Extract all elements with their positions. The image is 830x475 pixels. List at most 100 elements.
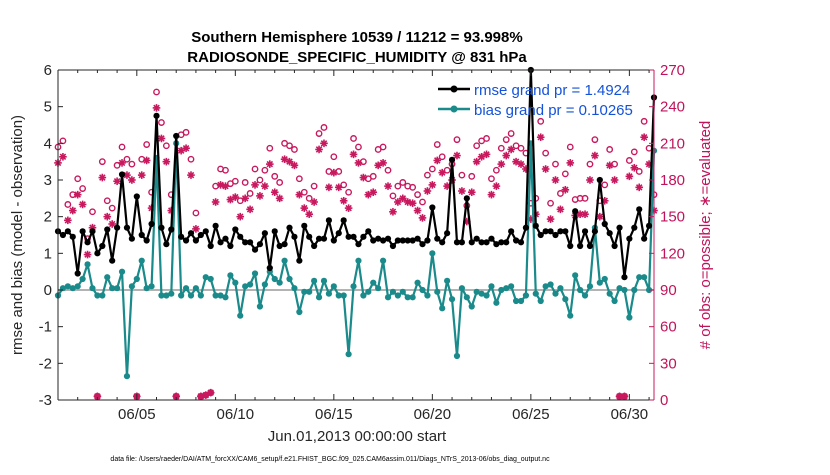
rmse-point xyxy=(557,228,564,235)
rmse-point xyxy=(429,204,436,211)
rmse-point xyxy=(118,171,126,178)
rmse-point xyxy=(84,239,91,246)
bias-point xyxy=(178,292,185,299)
obs-possible-marker xyxy=(305,194,313,202)
bias-point xyxy=(286,275,293,283)
bias-point xyxy=(237,312,244,319)
obs-evaluated-stroke xyxy=(261,182,269,190)
rmse-point xyxy=(330,237,337,244)
obs-possible-marker xyxy=(542,149,550,157)
obs-possible-marker xyxy=(389,192,397,200)
bias-point xyxy=(463,294,470,301)
bias-point xyxy=(581,292,589,299)
obs-possible-marker xyxy=(182,128,190,136)
bias-point xyxy=(389,288,397,295)
obs-evaluated-marker xyxy=(472,157,481,166)
obs-possible-marker xyxy=(266,144,274,152)
bias-point xyxy=(532,290,539,297)
rmse-point xyxy=(340,217,347,224)
obs-evaluated-stroke xyxy=(611,176,618,184)
bias-point xyxy=(340,292,347,299)
bias-point xyxy=(434,288,441,295)
y-axis-label: rmse and bias (model - observation) xyxy=(9,115,26,355)
bias-point xyxy=(311,277,318,284)
bias-point xyxy=(94,292,101,299)
obs-evaluated-stroke xyxy=(69,207,77,214)
bias-point xyxy=(64,283,71,290)
obs-possible-marker xyxy=(399,179,407,186)
obs-evaluated-marker xyxy=(93,392,102,401)
obs-evaluated-marker xyxy=(398,194,407,203)
obs-evaluated-marker xyxy=(78,200,87,209)
bias-point xyxy=(384,294,392,301)
obs-evaluated-marker xyxy=(394,198,402,206)
legend-bias-label: bias grand pr = 0.10265 xyxy=(474,102,633,119)
obs-evaluated-stroke xyxy=(301,204,308,212)
rmse-point xyxy=(187,230,195,237)
obs-evaluated-stroke xyxy=(517,160,525,168)
obs-evaluated-marker xyxy=(517,160,525,168)
rmse-point xyxy=(202,228,209,235)
obs-evaluated-stroke xyxy=(621,393,628,400)
obs-evaluated-marker xyxy=(59,152,67,161)
rmse-point xyxy=(99,242,106,250)
bias-point xyxy=(414,279,421,286)
legend: rmse grand pr = 1.4924 bias grand pr = 0… xyxy=(438,82,633,119)
bias-point xyxy=(409,294,416,301)
rmse-point xyxy=(315,235,323,242)
obs-possible-marker xyxy=(601,181,609,189)
bias-point xyxy=(586,283,594,290)
bias-point xyxy=(424,292,431,299)
rmse-point xyxy=(207,242,214,250)
obs-evaluated-stroke xyxy=(581,210,589,218)
y-right-tick-label: 150 xyxy=(660,209,685,226)
obs-possible-marker xyxy=(566,143,574,151)
bias-point xyxy=(202,274,209,281)
bias-point xyxy=(606,290,613,297)
bias-point xyxy=(517,297,525,305)
bias-point xyxy=(567,312,574,319)
bias-point xyxy=(399,288,406,295)
obs-possible-marker xyxy=(118,143,126,151)
obs-evaluated-stroke xyxy=(158,135,165,142)
obs-evaluated-stroke xyxy=(266,160,274,168)
rmse-point xyxy=(355,241,362,248)
bias-point xyxy=(483,292,490,299)
obs-evaluated-stroke xyxy=(453,152,461,159)
rmse-point xyxy=(320,235,328,242)
bias-point xyxy=(158,292,165,299)
obs-possible-marker xyxy=(458,171,466,179)
bias-point xyxy=(123,373,131,380)
obs-evaluated-stroke xyxy=(488,191,495,198)
obs-possible-marker xyxy=(261,166,269,174)
obs-evaluated-stroke xyxy=(79,201,86,208)
obs-possible-marker xyxy=(123,155,131,163)
obs-possible-marker xyxy=(79,185,87,192)
obs-evaluated-stroke xyxy=(128,176,136,184)
obs-evaluated-stroke xyxy=(586,176,594,184)
rmse-point xyxy=(89,228,96,235)
obs-evaluated-stroke xyxy=(94,393,101,400)
obs-possible-marker xyxy=(128,160,136,168)
rmse-point xyxy=(434,235,441,242)
bias-point xyxy=(493,299,500,306)
obs-evaluated-stroke xyxy=(429,181,436,189)
obs-evaluated-stroke xyxy=(468,188,476,196)
obs-possible-marker xyxy=(625,157,633,164)
obs-evaluated-marker xyxy=(389,207,397,216)
obs-evaluated-marker xyxy=(467,188,476,197)
bias-point xyxy=(335,292,342,299)
bias-point xyxy=(444,277,451,284)
bias-point xyxy=(281,257,288,264)
rmse-point xyxy=(508,228,515,235)
bias-point xyxy=(251,270,259,277)
obs-evaluated-marker xyxy=(507,145,515,154)
y-tick-label: -1 xyxy=(39,319,52,336)
bias-point xyxy=(503,285,510,292)
obs-evaluated-marker xyxy=(251,181,259,189)
bias-point xyxy=(379,257,387,264)
obs-evaluated-marker xyxy=(315,145,323,154)
bias-point xyxy=(577,286,584,294)
obs-possible-marker xyxy=(581,194,589,202)
obs-evaluated-marker xyxy=(162,157,171,166)
